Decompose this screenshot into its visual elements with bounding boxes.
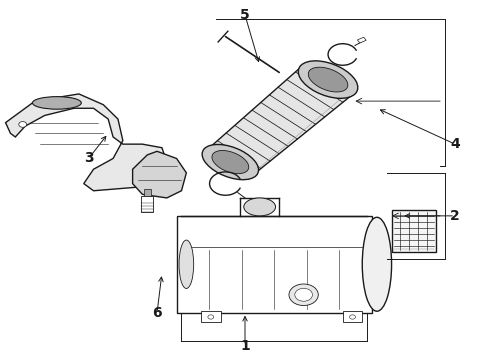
FancyBboxPatch shape bbox=[392, 211, 436, 252]
Text: 4: 4 bbox=[450, 137, 460, 151]
Ellipse shape bbox=[308, 67, 348, 92]
Bar bbox=[176, 216, 372, 313]
Polygon shape bbox=[133, 151, 186, 198]
Ellipse shape bbox=[362, 217, 392, 311]
Circle shape bbox=[295, 288, 313, 301]
Text: 3: 3 bbox=[84, 152, 94, 166]
Polygon shape bbox=[209, 64, 352, 176]
Ellipse shape bbox=[202, 144, 259, 180]
Circle shape bbox=[289, 284, 318, 306]
Polygon shape bbox=[5, 94, 167, 191]
Ellipse shape bbox=[32, 96, 81, 109]
Text: 2: 2 bbox=[450, 209, 460, 223]
Ellipse shape bbox=[212, 150, 249, 174]
Ellipse shape bbox=[179, 240, 194, 288]
Circle shape bbox=[208, 315, 214, 319]
Text: 1: 1 bbox=[240, 339, 250, 353]
Ellipse shape bbox=[244, 198, 275, 216]
Bar bbox=[201, 311, 220, 321]
Circle shape bbox=[349, 315, 355, 319]
Bar bbox=[343, 311, 362, 321]
Bar bbox=[142, 196, 153, 212]
Ellipse shape bbox=[298, 61, 358, 98]
Text: 5: 5 bbox=[240, 8, 250, 22]
Bar bbox=[144, 189, 151, 196]
Circle shape bbox=[19, 122, 26, 127]
Bar bbox=[357, 37, 366, 43]
Text: 6: 6 bbox=[152, 306, 162, 320]
